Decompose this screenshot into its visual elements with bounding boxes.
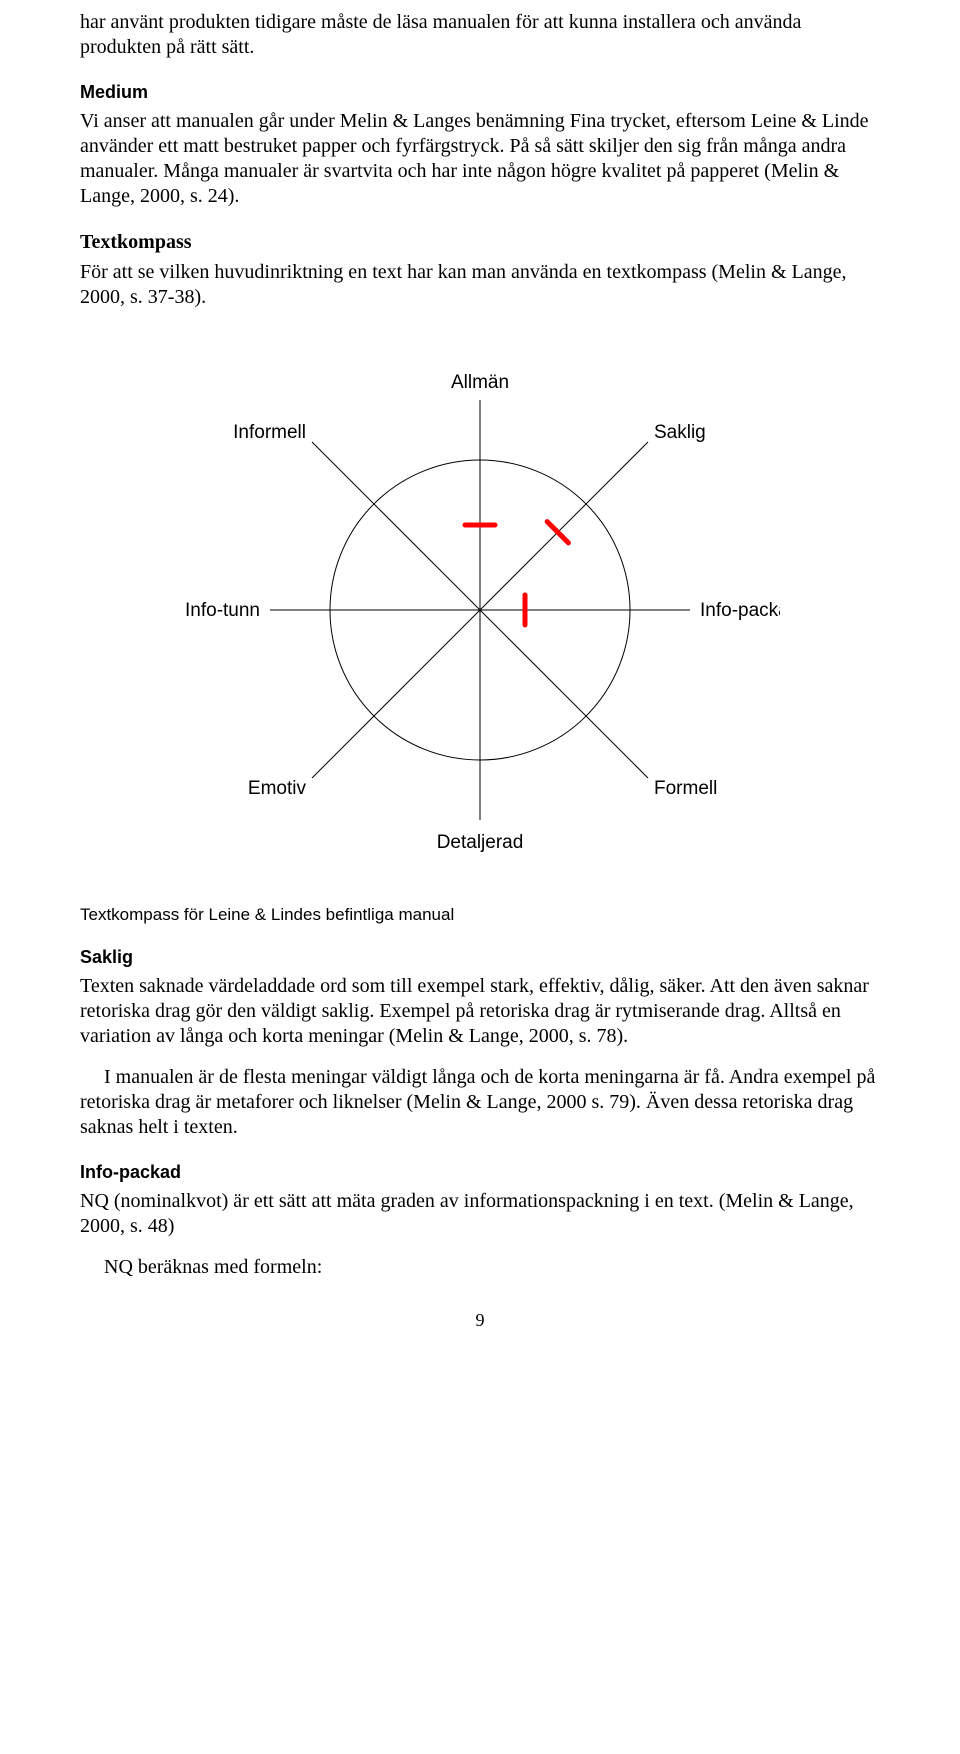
paragraph-textkompass: För att se vilken huvudinriktning en tex… <box>80 260 880 310</box>
page: har använt produkten tidigare måste de l… <box>0 0 960 1371</box>
paragraph-infopackad-2: NQ beräknas med formeln: <box>80 1255 880 1280</box>
paragraph-infopackad-1: NQ (nominalkvot) är ett sätt att mäta gr… <box>80 1189 880 1239</box>
paragraph-saklig-1: Texten saknade värdeladdade ord som till… <box>80 974 880 1049</box>
heading-infopackad: Info-packad <box>80 1162 880 1183</box>
heading-textkompass: Textkompass <box>80 231 880 254</box>
svg-text:Detaljerad: Detaljerad <box>437 832 524 853</box>
page-number: 9 <box>80 1310 880 1331</box>
svg-text:Formell: Formell <box>654 778 717 799</box>
svg-text:Allmän: Allmän <box>451 372 509 393</box>
diagram-caption: Textkompass för Leine & Lindes befintlig… <box>80 905 880 925</box>
svg-text:Info-packad: Info-packad <box>700 600 780 621</box>
svg-text:Informell: Informell <box>233 422 306 443</box>
paragraph-medium: Vi anser att manualen går under Melin & … <box>80 109 880 209</box>
textkompass-diagram: Allmän Saklig Info-packad Formell Detaljerad… <box>180 340 780 865</box>
paragraph-intro: har använt produkten tidigare måste de l… <box>80 10 880 60</box>
compass-svg: Allmän Saklig Info-packad Formell Detaljerad… <box>180 340 780 860</box>
svg-text:Info-tunn: Info-tunn <box>185 600 260 621</box>
svg-text:Emotiv: Emotiv <box>248 778 307 799</box>
svg-text:Saklig: Saklig <box>654 422 706 443</box>
heading-medium: Medium <box>80 82 880 103</box>
heading-saklig: Saklig <box>80 947 880 968</box>
paragraph-saklig-2: I manualen är de flesta meningar väldigt… <box>80 1065 880 1140</box>
